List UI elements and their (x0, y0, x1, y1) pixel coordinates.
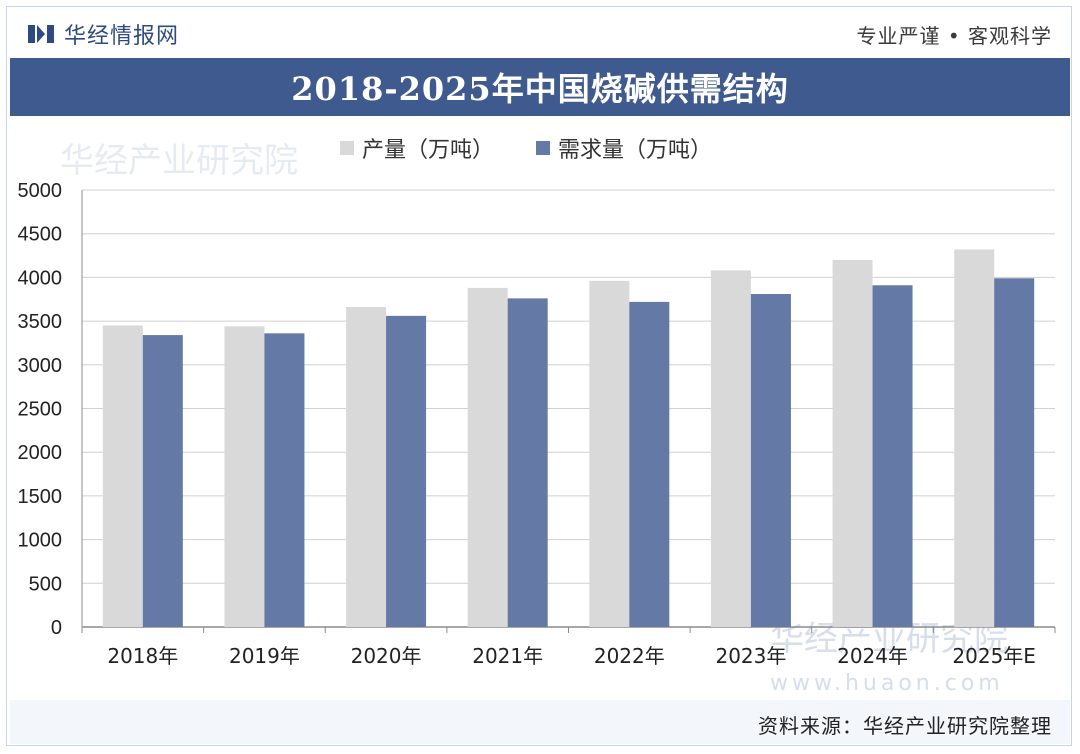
y-tick-label: 0 (51, 617, 62, 639)
top-bar: 华经情报网 专业严谨 • 客观科学 (6, 8, 1072, 54)
bar-demand (386, 315, 427, 627)
bar-demand (750, 294, 791, 627)
y-tick-label: 500 (29, 573, 62, 595)
x-tick-label: 2022年 (594, 644, 665, 668)
bar-production (224, 326, 265, 627)
bar-demand (994, 278, 1035, 627)
bar-chart: 华经产业研究院华经产业研究院www.huaon.com0500100015002… (18, 141, 1056, 696)
y-tick-label: 3000 (18, 355, 63, 377)
y-tick-label: 4000 (18, 267, 63, 289)
title-bar: 2018-2025年中国烧碱供需结构 (10, 58, 1070, 116)
brand: 华经情报网 (28, 18, 179, 50)
source-note: 资料来源：华经产业研究院整理 (758, 714, 1052, 738)
bar-production (589, 280, 630, 627)
source-bar: 资料来源：华经产业研究院整理 (10, 700, 1070, 744)
brand-logo-icon (28, 25, 54, 43)
bar-production (346, 307, 387, 627)
x-tick-label: 2021年 (472, 644, 543, 668)
bar-production (710, 270, 751, 627)
legend-item-demand: 需求量（万吨） (536, 132, 712, 164)
y-tick-label: 3500 (18, 311, 63, 333)
legend-item-production: 产量（万吨） (340, 132, 494, 164)
legend-swatch-demand (536, 141, 551, 155)
bar-demand (264, 333, 305, 627)
y-tick-label: 2000 (18, 442, 63, 464)
bar-demand (142, 335, 183, 627)
bar-demand (507, 298, 548, 627)
bar-demand (629, 301, 670, 627)
bar-production (832, 259, 873, 627)
x-tick-label: 2025年E (952, 644, 1036, 668)
watermark-url: www.huaon.com (770, 671, 1004, 696)
legend-label-demand: 需求量（万吨） (558, 138, 713, 163)
brand-name: 华经情报网 (64, 24, 180, 49)
y-tick-label: 1500 (18, 486, 63, 508)
legend: 产量（万吨） 需求量（万吨） (340, 132, 754, 164)
y-tick-label: 2500 (18, 399, 63, 421)
x-tick-label: 2018年 (107, 644, 178, 668)
y-tick-label: 5000 (18, 180, 63, 202)
bar-demand (872, 285, 913, 627)
bar-production (102, 325, 143, 627)
watermark-text-top: 华经产业研究院 (60, 141, 298, 181)
y-tick-label: 4500 (18, 224, 63, 246)
x-tick-label: 2024年 (837, 644, 908, 668)
slogan: 专业严谨 • 客观科学 (856, 24, 1052, 48)
bar-production (467, 287, 508, 627)
legend-label-production: 产量（万吨） (362, 138, 495, 163)
x-tick-label: 2019年 (229, 644, 300, 668)
x-tick-label: 2020年 (351, 644, 422, 668)
y-tick-label: 1000 (18, 530, 63, 552)
chart-title: 2018-2025年中国烧碱供需结构 (291, 70, 789, 108)
legend-swatch-production (340, 141, 354, 155)
x-tick-label: 2023年 (715, 644, 786, 668)
bar-production (954, 249, 995, 627)
